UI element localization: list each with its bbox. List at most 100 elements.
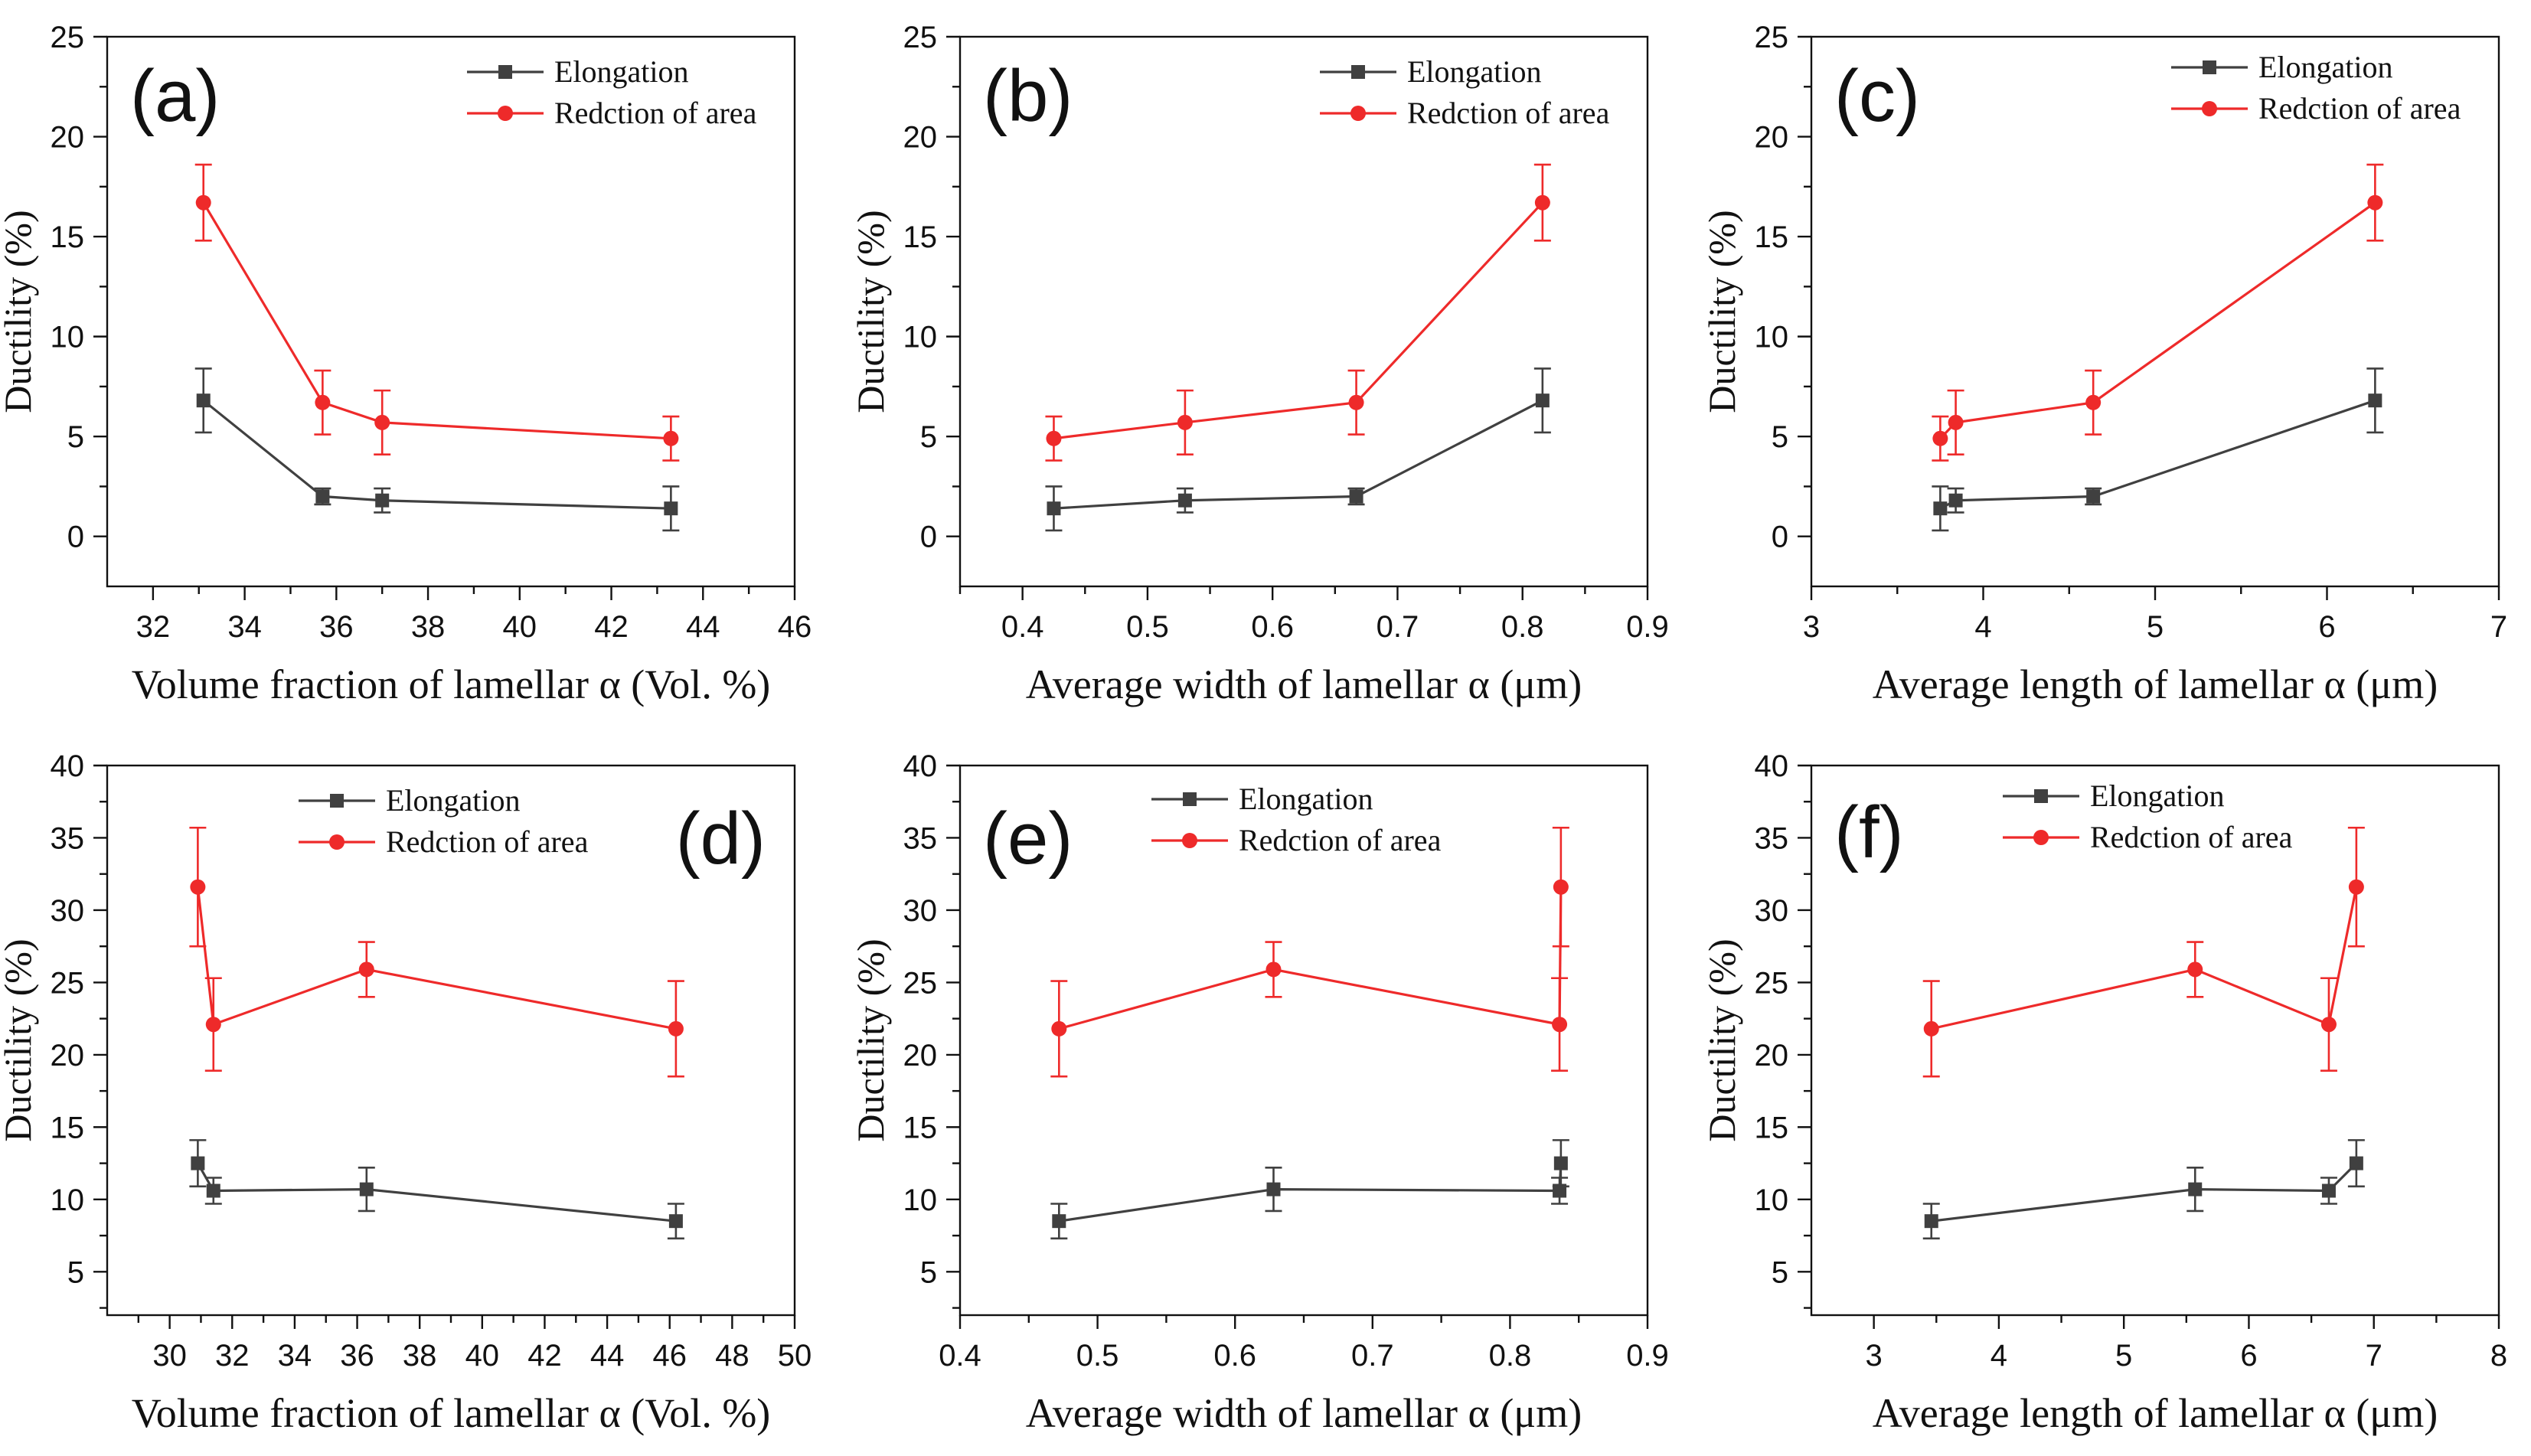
series-line: [196, 886, 677, 1030]
y-tick-label: 20: [1755, 121, 1789, 155]
data-point: [1923, 1020, 1939, 1037]
x-tick-label: 8: [2490, 1339, 2507, 1373]
panel-e: 0.4 0.5 0.6 0.7 0.8 0.9 5 10 15 20 25 30 35 40 Average…: [849, 749, 1669, 1436]
y-tick-label: 35: [903, 821, 938, 855]
y-tick-label: 40: [903, 749, 938, 783]
series-reduction-of-area: [1050, 826, 1569, 1078]
data-point: [1948, 493, 1963, 508]
series-line: [1939, 399, 2376, 510]
series-line: [1939, 201, 2376, 439]
x-tick-label: 0.6: [1213, 1339, 1256, 1373]
y-axis-label: Ductility (%): [849, 210, 892, 413]
data-point: [315, 489, 330, 504]
panel-label: (f): [1834, 792, 1904, 873]
x-tick-label: 3: [1866, 1339, 1883, 1373]
y-tick-label: 15: [1755, 1111, 1789, 1144]
y-axis-label: Ductility (%): [0, 210, 39, 413]
data-point: [1047, 501, 1061, 516]
x-tick-label: 38: [403, 1339, 437, 1373]
data-point: [1924, 1214, 1938, 1229]
series-reduction-of-area: [189, 826, 684, 1078]
y-tick-label: 0: [920, 521, 937, 554]
y-tick-label: 10: [51, 321, 85, 354]
y-tick-label: 5: [67, 420, 84, 454]
x-tick-label: 6: [2240, 1339, 2257, 1373]
data-point: [1177, 493, 1192, 508]
y-tick-label: 25: [1755, 966, 1789, 1000]
panel-b: 0.4 0.5 0.6 0.7 0.8 0.9 0 5 10 15 20 25 Average widt…: [849, 21, 1669, 707]
data-point: [1535, 393, 1550, 408]
plot-frame: [1810, 764, 2500, 1317]
x-tick-label: 0.9: [1626, 1339, 1669, 1373]
data-point: [315, 394, 331, 410]
data-point: [374, 414, 390, 430]
y-tick-label: 20: [51, 1039, 85, 1072]
y-axis-label: Ductility (%): [0, 939, 39, 1141]
x-tick-label: 6: [2318, 610, 2335, 644]
panel-c: 3 4 5 6 7 0 5 10 15 20 25 Average length of lamella…: [1700, 21, 2507, 707]
legend-marker: [1350, 106, 1366, 121]
x-tick-label: 38: [411, 610, 446, 644]
x-tick-label: 44: [686, 610, 720, 644]
x-tick-label: 34: [278, 1339, 312, 1373]
x-tick-label: 50: [778, 1339, 812, 1373]
x-tick-label: 0.4: [939, 1339, 981, 1373]
data-point: [1177, 414, 1193, 430]
x-tick-label: 0.5: [1126, 610, 1169, 644]
legend-label: Elongation: [386, 783, 521, 818]
y-tick-label: 40: [1755, 749, 1789, 783]
series-reduction-of-area: [1922, 826, 2365, 1078]
data-point: [196, 393, 211, 408]
y-tick-label: 35: [1755, 821, 1789, 855]
data-point: [1349, 489, 1363, 504]
x-tick-label: 40: [503, 610, 537, 644]
data-point: [2349, 1156, 2363, 1170]
panel-label: (d): [676, 798, 766, 880]
y-tick-label: 20: [903, 121, 938, 155]
y-tick-label: 25: [1755, 21, 1789, 54]
legend-marker: [1182, 833, 1197, 848]
x-tick-label: 5: [2147, 610, 2164, 644]
series-line: [1053, 399, 1543, 510]
y-tick-label: 30: [903, 894, 938, 928]
y-tick-label: 10: [1755, 1183, 1789, 1217]
x-tick-label: 42: [527, 1339, 562, 1373]
x-axis-label: Average length of lamellar α (μm): [1873, 1390, 2438, 1436]
y-tick-label: 25: [903, 21, 938, 54]
series-elongation: [1045, 367, 1551, 532]
series-line: [196, 1162, 677, 1223]
x-tick-label: 4: [1974, 610, 1991, 644]
x-axis-label: Volume fraction of lamellar α (Vol. %): [132, 661, 771, 707]
data-point: [1553, 1156, 1568, 1170]
x-tick-label: 44: [590, 1339, 625, 1373]
x-tick-label: 0.7: [1351, 1339, 1394, 1373]
panel-a: 32 34 36 38 40 42 44 46 0 5 10 15 20 25 Volume fractio…: [0, 21, 812, 707]
x-tick-label: 4: [1991, 1339, 2007, 1373]
data-point: [375, 493, 390, 508]
x-tick-label: 7: [2490, 610, 2507, 644]
y-tick-label: 5: [67, 1255, 84, 1289]
series-elongation: [1050, 1139, 1569, 1240]
x-tick-label: 0.8: [1501, 610, 1544, 644]
data-point: [1266, 1182, 1281, 1196]
legend-marker: [2034, 789, 2048, 803]
data-point: [2085, 394, 2102, 410]
panel-label: (a): [130, 55, 220, 137]
data-point: [668, 1020, 684, 1037]
data-point: [668, 1214, 683, 1229]
x-tick-label: 0.6: [1251, 610, 1294, 644]
x-tick-label: 36: [340, 1339, 374, 1373]
legend-marker: [498, 106, 513, 121]
y-tick-label: 10: [903, 1183, 938, 1217]
legend-marker: [2033, 830, 2049, 845]
series-line: [1931, 1162, 2358, 1223]
x-tick-label: 46: [652, 1339, 687, 1373]
y-tick-label: 10: [903, 321, 938, 354]
y-tick-label: 20: [903, 1039, 938, 1072]
series-reduction-of-area: [1932, 163, 2384, 462]
legend-label: Redction of area: [2258, 91, 2461, 126]
legend: Elongation Redction of area: [2171, 50, 2461, 126]
y-tick-label: 5: [920, 1255, 937, 1289]
x-tick-label: 5: [2115, 1339, 2132, 1373]
series-reduction-of-area: [1045, 163, 1551, 462]
